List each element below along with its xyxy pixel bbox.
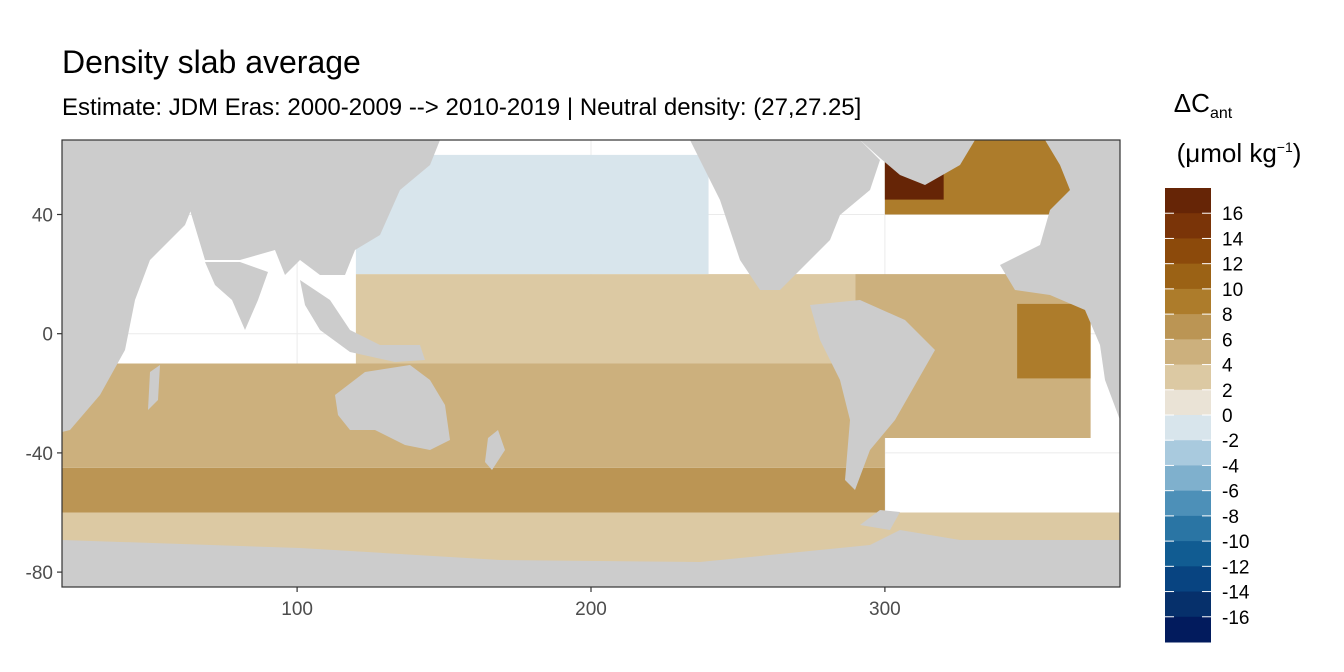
land-asia: [190, 140, 440, 275]
legend-swatch: [1165, 314, 1211, 340]
land-masses: [62, 140, 1120, 587]
legend-label: -2: [1222, 431, 1239, 452]
legend-swatch: [1165, 465, 1211, 492]
legend-label: -16: [1222, 608, 1249, 629]
land-north-america: [690, 140, 880, 290]
legend-swatch: [1165, 339, 1211, 366]
legend-swatch: [1165, 389, 1211, 416]
legend-label: -12: [1222, 557, 1249, 578]
land-africa-east: [62, 140, 205, 432]
legend-swatch: [1165, 263, 1211, 290]
legend-label: 10: [1222, 280, 1243, 301]
legend-label: -8: [1222, 507, 1239, 528]
y-tick-label: -40: [26, 444, 53, 465]
land-europe-africa-west: [1000, 140, 1120, 420]
land-greenland: [860, 140, 975, 185]
legend-swatch: [1165, 515, 1211, 542]
legend-swatch: [1165, 415, 1211, 441]
legend-swatch: [1165, 616, 1211, 643]
legend-swatch: [1165, 591, 1211, 618]
legend-labels: 16 14 12 10 8 6 4 2 0 -2 -4 -6 -8 -10 -12 -14 -16: [1222, 204, 1250, 629]
legend-swatch: [1165, 288, 1211, 315]
legend-label: 2: [1222, 381, 1233, 402]
land-madagascar: [148, 365, 160, 410]
legend-colorbar: [1165, 188, 1211, 643]
legend-label: -10: [1222, 532, 1249, 553]
legend: ΔCant (μmol kg−1) 16 14 12 10 8 6 4 2 0 -2 -4 -6 -8 -…: [1165, 88, 1301, 643]
land-new-zealand: [485, 430, 505, 470]
y-tick-label: -80: [26, 563, 53, 584]
x-tick-label: 100: [281, 599, 313, 620]
field-region: [62, 467, 885, 513]
legend-swatch: [1165, 566, 1211, 593]
land-antarctic-peninsula: [860, 510, 900, 530]
field-region: [1017, 303, 1091, 379]
legend-title-unit: (μmol kg−1): [1177, 138, 1302, 168]
legend-label: 4: [1222, 356, 1233, 377]
x-axis: 100 200 300: [281, 587, 901, 620]
land-south-america: [810, 300, 935, 490]
x-tick-label: 300: [869, 599, 901, 620]
legend-label: 8: [1222, 305, 1233, 326]
legend-label: -6: [1222, 482, 1239, 503]
legend-label: 6: [1222, 330, 1233, 351]
y-tick-label: 40: [32, 206, 53, 227]
land-india: [205, 262, 268, 330]
land-indonesia: [300, 280, 425, 362]
legend-swatch: [1165, 541, 1211, 567]
land-australia: [335, 365, 450, 450]
legend-swatch: [1165, 238, 1211, 265]
chart-title: Density slab average: [62, 44, 361, 80]
legend-label: 14: [1222, 229, 1244, 250]
field-region: [62, 363, 885, 468]
chart-subtitle: Estimate: JDM Eras: 2000-2009 --> 2010-2…: [62, 94, 862, 121]
plot-panel: [62, 140, 1120, 587]
legend-swatch: [1165, 440, 1211, 466]
land-antarctica: [62, 530, 1120, 587]
legend-label: 0: [1222, 406, 1233, 427]
legend-label: 16: [1222, 204, 1243, 225]
legend-label: 12: [1222, 255, 1243, 276]
legend-swatch: [1165, 364, 1211, 391]
y-axis: 40 0 -40 -80: [26, 206, 62, 584]
legend-swatch: [1165, 188, 1211, 214]
legend-swatch: [1165, 213, 1211, 239]
legend-label: -4: [1222, 456, 1239, 477]
legend-swatch: [1165, 490, 1211, 517]
legend-label: -14: [1222, 583, 1250, 604]
x-tick-label: 200: [575, 599, 607, 620]
legend-title-quantity: ΔCant: [1174, 88, 1233, 122]
y-tick-label: 0: [42, 325, 53, 346]
